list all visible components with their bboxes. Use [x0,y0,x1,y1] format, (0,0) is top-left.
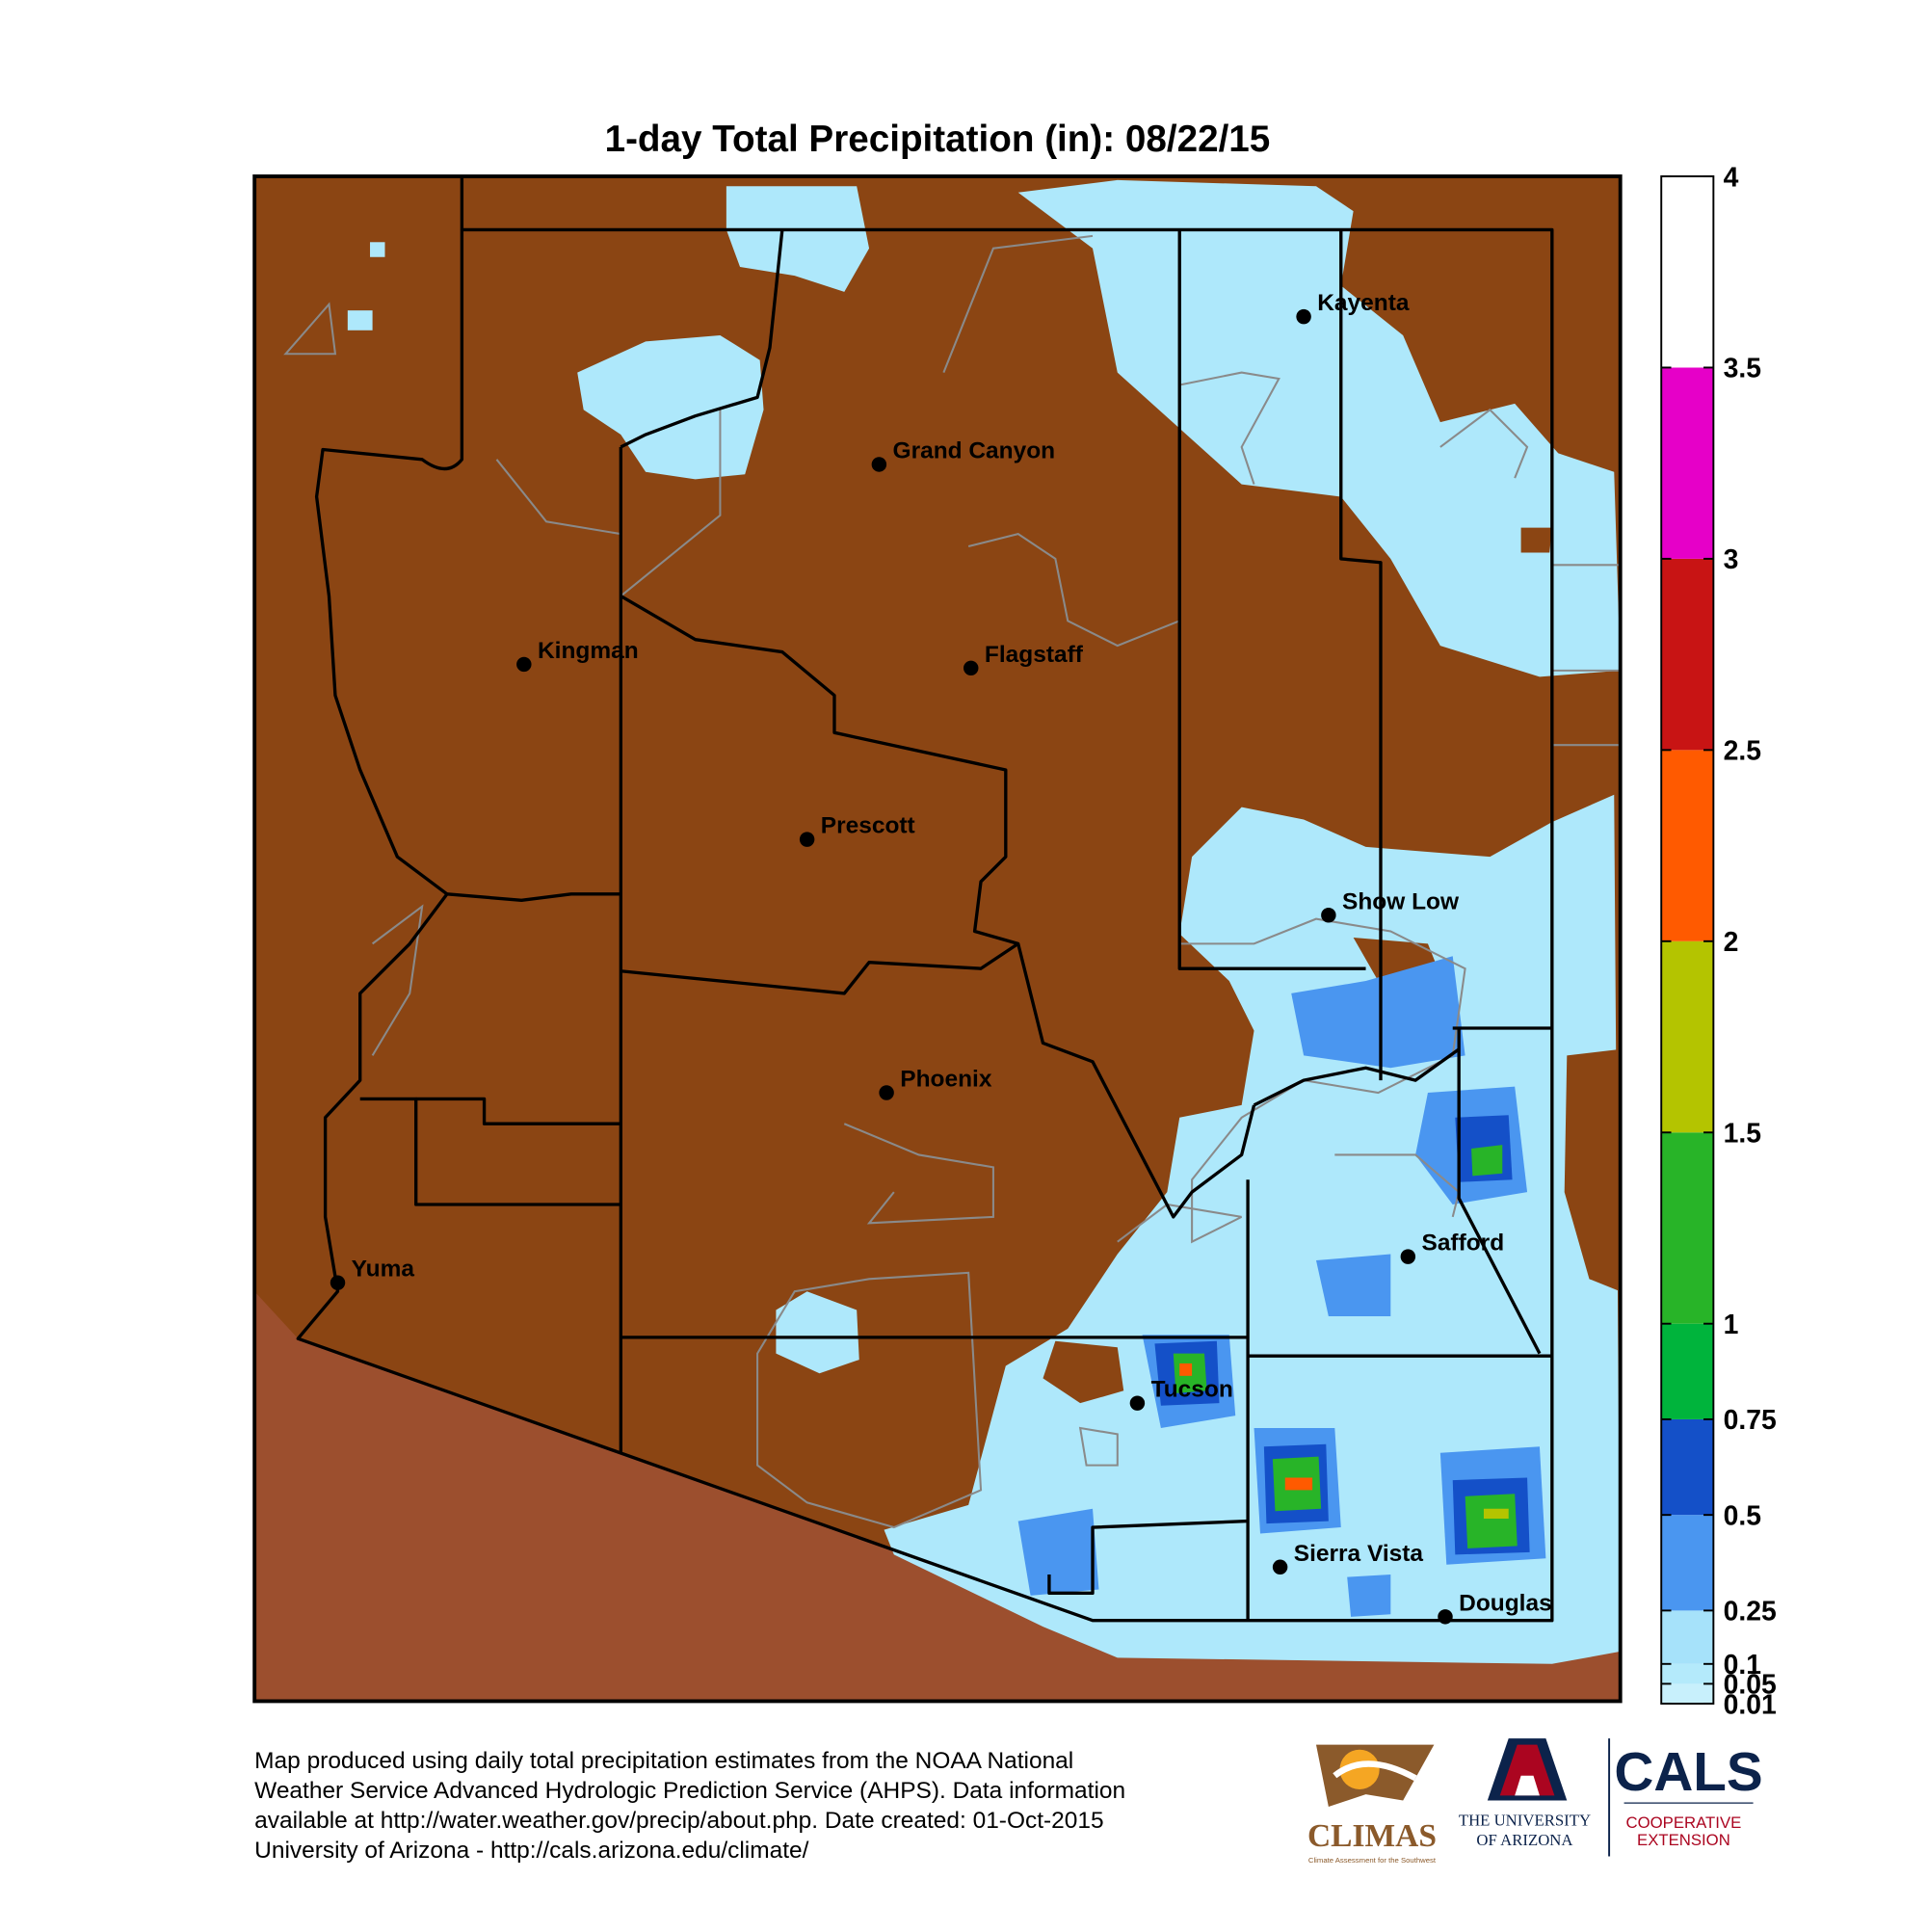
colorbar-segment [1661,1418,1714,1516]
city-label: Sierra Vista [1294,1541,1424,1567]
colorbar-tick-label: 1.5 [1724,1119,1761,1150]
colorbar-segment [1661,558,1714,751]
colorbar-segment [1661,1323,1714,1419]
colorbar-segment [1661,1663,1714,1684]
ua-logo-line: THE UNIVERSITY [1459,1811,1591,1829]
colorbar-frame [1660,175,1715,1706]
footer-line: available at http://water.weather.gov/pr… [254,1808,1103,1834]
city-label: Grand Canyon [893,438,1056,464]
city-dot [871,457,887,472]
city-dot [879,1085,894,1100]
colorbar-segment [1661,1132,1714,1324]
city-label: Kayenta [1317,290,1410,316]
map-title: 1-day Total Precipitation (in): 08/22/15 [605,119,1271,160]
colorbar-tick-label: 3.5 [1724,354,1761,384]
colorbar-tick-label: 0.5 [1724,1500,1761,1531]
city-dot [1129,1395,1146,1411]
colorbar-segment [1661,1515,1714,1611]
city-label: Prescott [821,813,915,839]
colorbar-tick-label: 2 [1724,927,1739,958]
colorbar-segment [1661,1683,1714,1705]
colorbar-tick-label: 2.5 [1724,736,1761,767]
colorbar-tick-label: 4 [1724,162,1739,193]
colorbar-segment [1661,940,1714,1133]
colorbar-tick-label: 0.01 [1724,1689,1777,1720]
climas-subtitle: Climate Assessment for the Southwest [1308,1856,1437,1865]
city-label: Douglas [1459,1590,1552,1616]
colorbar-segment [1661,175,1714,368]
city-dot [1438,1609,1453,1625]
city-label: Flagstaff [985,642,1084,668]
city-label: Tucson [1151,1377,1233,1403]
cals-logo-line: EXTENSION [1637,1831,1730,1849]
city-label: Yuma [352,1257,415,1283]
colorbar-tick-label: 0.05 [1724,1670,1777,1701]
cals-logo-line: COOPERATIVE [1626,1813,1742,1832]
colorbar-segment [1661,750,1714,941]
colorbar-tick-label: 0.25 [1724,1597,1777,1628]
footer-line: Map produced using daily total precipita… [254,1748,1073,1774]
city-dot [964,660,979,676]
footer-line: Weather Service Advanced Hydrologic Pred… [254,1778,1125,1804]
city-label: Kingman [538,638,639,664]
city-dot [799,832,815,847]
city-dot [1272,1559,1288,1575]
city-dot [1296,308,1311,325]
colorbar-tick-label: 3 [1724,544,1739,575]
climas-logo: CLIMAS [1307,1818,1437,1854]
city-label: Show Low [1342,888,1460,914]
footer-line: University of Arizona - http://cals.ariz… [254,1838,808,1864]
colorbar-segment [1661,1610,1714,1664]
colorbar-tick-label: 1 [1724,1310,1739,1340]
cities: Kayenta Grand Canyon Kingman Flagstaff Presc… [330,290,1552,1625]
colorbar-tick-label: 0.75 [1724,1405,1777,1436]
ua-logo-line: OF ARIZONA [1476,1831,1572,1849]
city-dot [1321,908,1336,923]
colorbar-segment [1661,367,1714,559]
map [252,174,1623,1704]
city-dot [516,656,532,673]
city-dot [330,1275,346,1290]
city-dot [1400,1249,1416,1264]
footer: Map produced using daily total precipita… [254,1748,1125,1864]
city-label: Phoenix [900,1067,992,1093]
cals-logo: CALS [1614,1742,1762,1803]
logos: CLIMAS Climate Assessment for the Southw… [1307,1738,1763,1865]
colorbar: 0.010.050.1 0.25 0.5 0.75 1 1.5 2 2.5 3 3.5 4 [1660,162,1777,1720]
colorbar-tick-label: 0.1 [1724,1650,1761,1681]
city-label: Safford [1422,1231,1505,1257]
